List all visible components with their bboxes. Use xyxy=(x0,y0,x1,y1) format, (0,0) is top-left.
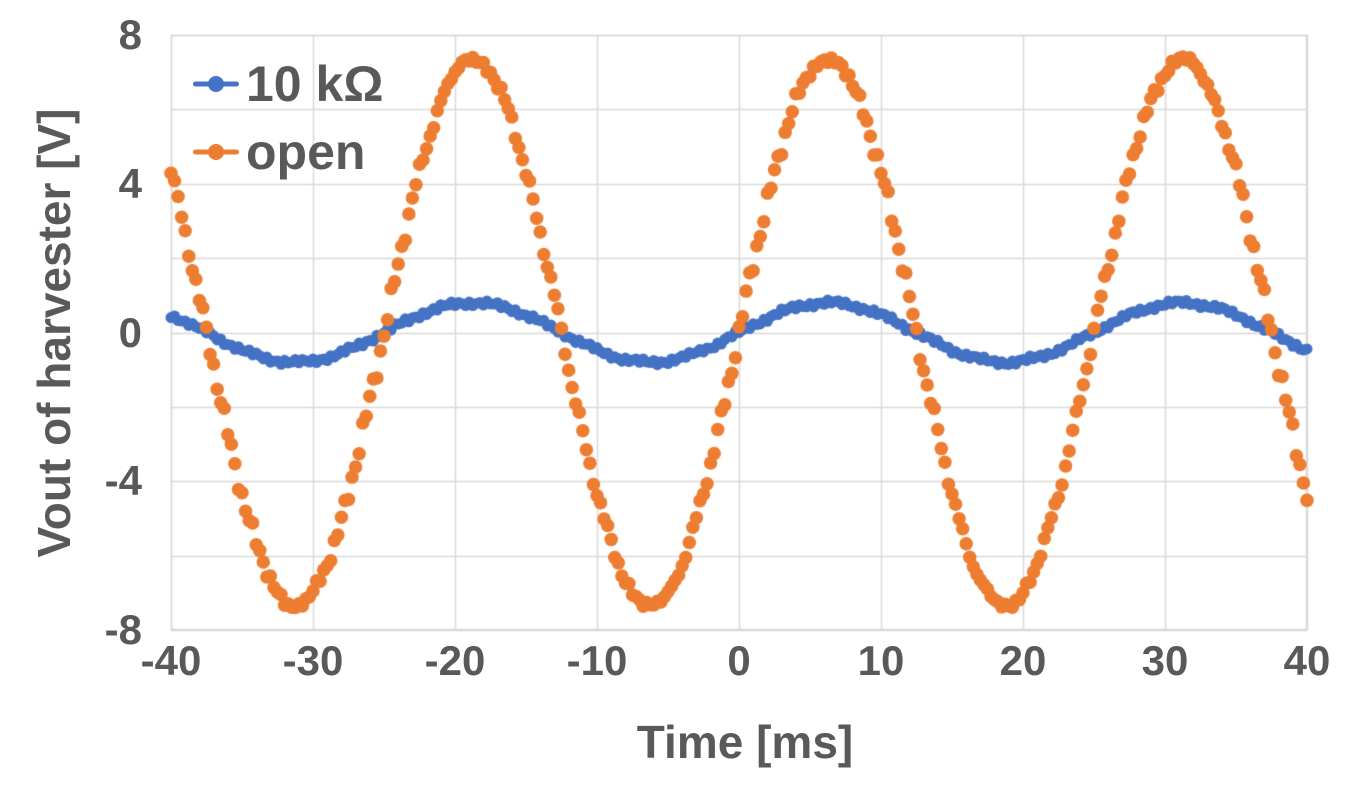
x-tick-label: 30 xyxy=(1141,637,1189,684)
legend-marker-dot xyxy=(208,76,224,92)
x-tick-label: -30 xyxy=(282,637,344,684)
legend-item: 10 kΩ xyxy=(193,50,383,118)
y-tick-label: 8 xyxy=(118,11,142,58)
y-tick-label: 4 xyxy=(118,159,142,207)
x-tick-label: -10 xyxy=(566,637,628,684)
y-tick-label: 0 xyxy=(118,308,142,356)
x-tick-label: -20 xyxy=(424,637,486,684)
legend-marker-dot xyxy=(208,144,224,160)
legend: 10 kΩ open xyxy=(193,50,383,186)
legend-marker-icon xyxy=(193,75,239,93)
x-tick-label: 10 xyxy=(857,637,905,684)
legend-marker-icon xyxy=(193,143,239,161)
legend-label: 10 kΩ xyxy=(246,56,384,112)
y-tick-label: -4 xyxy=(104,457,142,505)
legend-item: open xyxy=(193,118,383,186)
y-axis-title: Vout of harvester [V] xyxy=(28,108,80,558)
x-axis-title: Time [ms] xyxy=(636,716,854,768)
x-tick-label: -40 xyxy=(140,637,202,684)
x-tick-label: 0 xyxy=(727,637,751,684)
x-tick-label: 40 xyxy=(1283,637,1331,684)
x-tick-label: 20 xyxy=(999,637,1047,684)
y-tick-label: -8 xyxy=(104,606,142,653)
legend-label: open xyxy=(246,124,366,180)
